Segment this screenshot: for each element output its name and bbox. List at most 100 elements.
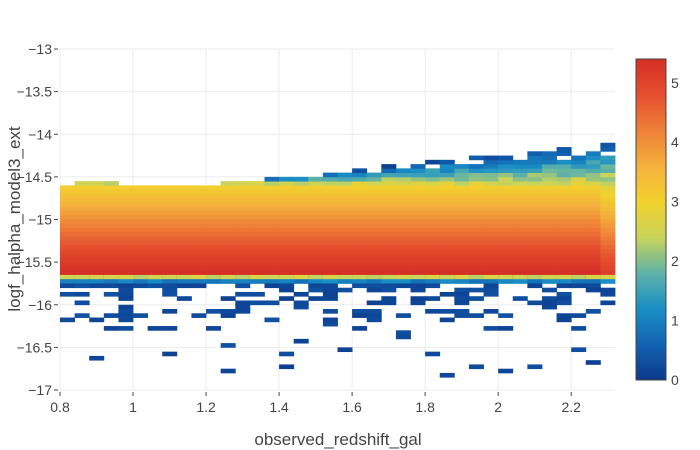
heatmap-cell	[89, 185, 105, 191]
heatmap-cell	[162, 291, 178, 297]
heatmap-cell	[264, 185, 280, 191]
heatmap-cell	[103, 262, 119, 267]
heatmap-cell	[410, 228, 426, 233]
heatmap-cell	[176, 257, 192, 263]
heatmap-cell	[483, 202, 499, 208]
heatmap-cell	[74, 274, 90, 280]
heatmap-cell	[585, 249, 601, 254]
heatmap-cell	[89, 270, 105, 276]
heatmap-cell	[483, 168, 499, 174]
heatmap-cell	[541, 228, 557, 233]
heatmap-cell	[498, 313, 514, 318]
heatmap-cell	[133, 274, 149, 280]
heatmap-cell	[264, 270, 280, 276]
heatmap-cell	[425, 309, 441, 314]
heatmap-cell	[498, 262, 514, 267]
heatmap-cell	[541, 198, 557, 203]
heatmap-cell	[206, 215, 222, 220]
heatmap-cell	[118, 193, 134, 199]
heatmap-cell	[220, 232, 236, 237]
heatmap-cell	[60, 291, 76, 297]
heatmap-cell	[249, 223, 265, 229]
heatmap-cell	[249, 262, 265, 267]
heatmap-cell	[60, 185, 76, 191]
heatmap-cell	[410, 198, 426, 203]
heatmap-cell	[541, 249, 557, 254]
heatmap-cell	[541, 164, 557, 169]
heatmap-cell	[147, 326, 163, 331]
heatmap-cell	[220, 368, 236, 374]
heatmap-cell	[60, 215, 76, 220]
heatmap-cell	[249, 232, 265, 237]
heatmap-cell	[147, 274, 163, 280]
heatmap-cell	[337, 193, 353, 199]
heatmap-cell	[249, 210, 265, 216]
heatmap-cell	[279, 198, 295, 203]
heatmap-cell	[585, 262, 601, 267]
heatmap-cell	[279, 232, 295, 237]
heatmap-cell	[162, 210, 178, 216]
heatmap-cell	[264, 279, 280, 284]
heatmap-cell	[352, 283, 368, 289]
heatmap-cell	[264, 181, 280, 186]
heatmap-cell	[249, 253, 265, 259]
heatmap-cell	[410, 164, 426, 169]
heatmap-cell	[395, 236, 411, 242]
heatmap-cell	[352, 257, 368, 263]
heatmap-cell	[264, 210, 280, 216]
heatmap-cell	[322, 274, 338, 280]
heatmap-cell	[118, 223, 134, 229]
heatmap-cell	[425, 266, 441, 272]
heatmap-cell	[249, 215, 265, 220]
heatmap-cell	[118, 240, 134, 246]
heatmap-cell	[74, 228, 90, 233]
heatmap-cell	[439, 240, 455, 246]
heatmap-cell	[571, 198, 587, 203]
heatmap-cell	[308, 181, 324, 186]
heatmap-cell	[206, 185, 222, 191]
heatmap-cell	[337, 210, 353, 216]
heatmap-cell	[337, 215, 353, 220]
heatmap-cell	[512, 245, 528, 250]
heatmap-cell	[541, 215, 557, 220]
heatmap-cell	[454, 193, 470, 199]
heatmap-cell	[352, 266, 368, 272]
heatmap-cell	[541, 257, 557, 263]
heatmap-cell	[498, 368, 514, 374]
heatmap-cell	[322, 198, 338, 203]
heatmap-cell	[103, 249, 119, 254]
heatmap-cell	[337, 287, 353, 293]
heatmap-cell	[439, 245, 455, 250]
heatmap-cell	[162, 279, 178, 284]
heatmap-cell	[147, 257, 163, 263]
y-tick-label: −13	[28, 41, 52, 57]
heatmap-cell	[381, 245, 397, 250]
heatmap-cell	[410, 206, 426, 212]
heatmap-cell	[293, 270, 309, 276]
heatmap-cell	[498, 206, 514, 212]
heatmap-cell	[541, 223, 557, 229]
heatmap-cell	[133, 283, 149, 289]
heatmap-cell	[454, 223, 470, 229]
heatmap-cell	[395, 193, 411, 199]
heatmap-cell	[279, 215, 295, 220]
heatmap-cell	[206, 193, 222, 199]
heatmap-cell	[293, 210, 309, 216]
heatmap-cell	[118, 296, 134, 301]
heatmap-cell	[352, 193, 368, 199]
heatmap-cell	[527, 219, 543, 225]
heatmap-cell	[527, 185, 543, 191]
heatmap-cell	[425, 296, 441, 301]
heatmap-cell	[308, 287, 324, 293]
colorbar-tick-label: 1	[671, 313, 679, 329]
heatmap-cell	[527, 172, 543, 178]
heatmap-cell	[439, 223, 455, 229]
x-axis-title: observed_redshift_gal	[254, 430, 421, 449]
heatmap-cell	[60, 270, 76, 276]
heatmap-cell	[483, 270, 499, 276]
heatmap-cell	[512, 206, 528, 212]
heatmap-cell	[468, 249, 484, 254]
heatmap-cell	[60, 283, 76, 289]
heatmap-cell	[279, 219, 295, 225]
